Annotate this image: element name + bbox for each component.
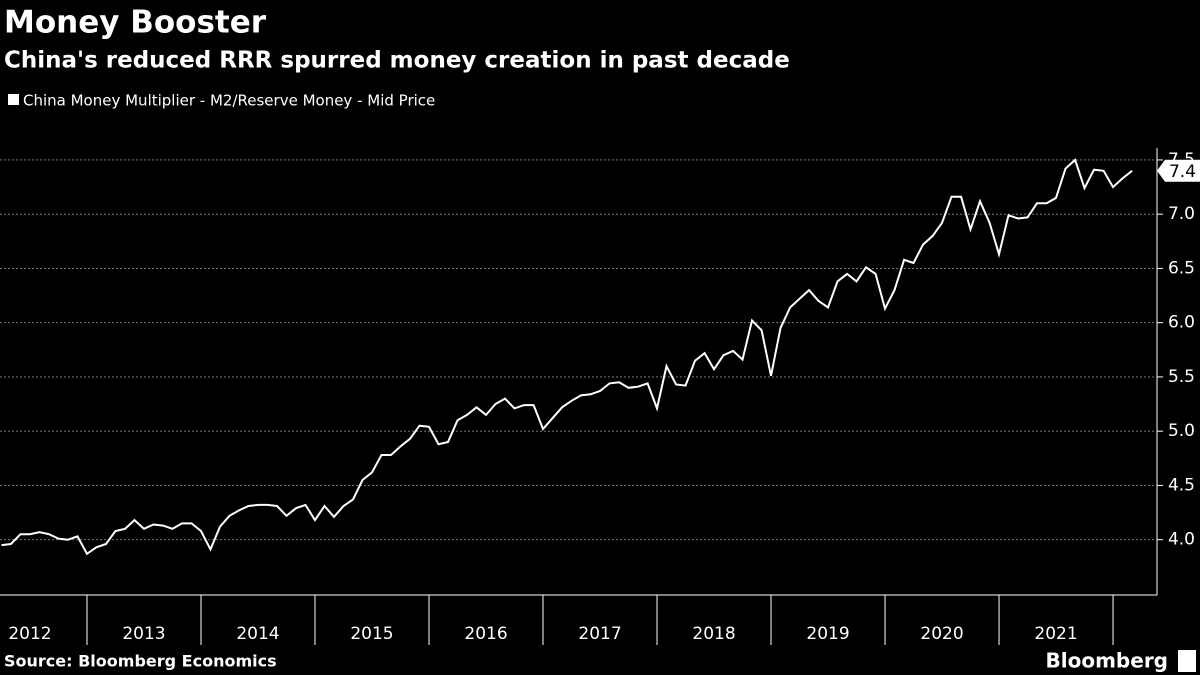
x-tick-label: 2018: [692, 624, 735, 644]
x-tick-label: 2017: [578, 624, 621, 644]
legend-swatch: [8, 94, 19, 105]
source: Source: Bloomberg Economics: [4, 652, 277, 671]
y-tick-label: 5.5: [1168, 367, 1195, 387]
y-tick-label: 5.0: [1168, 421, 1195, 441]
last-value-tag: [1157, 159, 1200, 182]
x-tick-label: 2013: [122, 624, 165, 644]
legend-label: China Money Multiplier - M2/Reserve Mone…: [23, 92, 435, 110]
brand-icon: [1178, 650, 1196, 672]
y-tick-label: 4.5: [1168, 475, 1195, 495]
y-tick-label: 6.5: [1168, 258, 1195, 278]
line: [1, 158, 1133, 556]
x-tick-label: 2012: [8, 624, 51, 644]
x-tick-label: 2014: [236, 624, 279, 644]
brand: Bloomberg: [1046, 649, 1168, 673]
x-tick-label: 2019: [806, 624, 849, 644]
y-tick-label: 4.0: [1168, 530, 1195, 550]
chart-subtitle: China's reduced RRR spurred money creati…: [4, 48, 790, 74]
y-tick-label: 7.0: [1168, 204, 1195, 224]
y-tick-label: 6.0: [1168, 313, 1195, 333]
x-tick-label: 2016: [464, 624, 507, 644]
last-value-label: 7.4: [1169, 162, 1196, 182]
x-tick-label: 2020: [920, 624, 963, 644]
x-tick-label: 2021: [1034, 624, 1077, 644]
x-tick-label: 2015: [350, 624, 393, 644]
chart-title: Money Booster: [4, 5, 267, 41]
